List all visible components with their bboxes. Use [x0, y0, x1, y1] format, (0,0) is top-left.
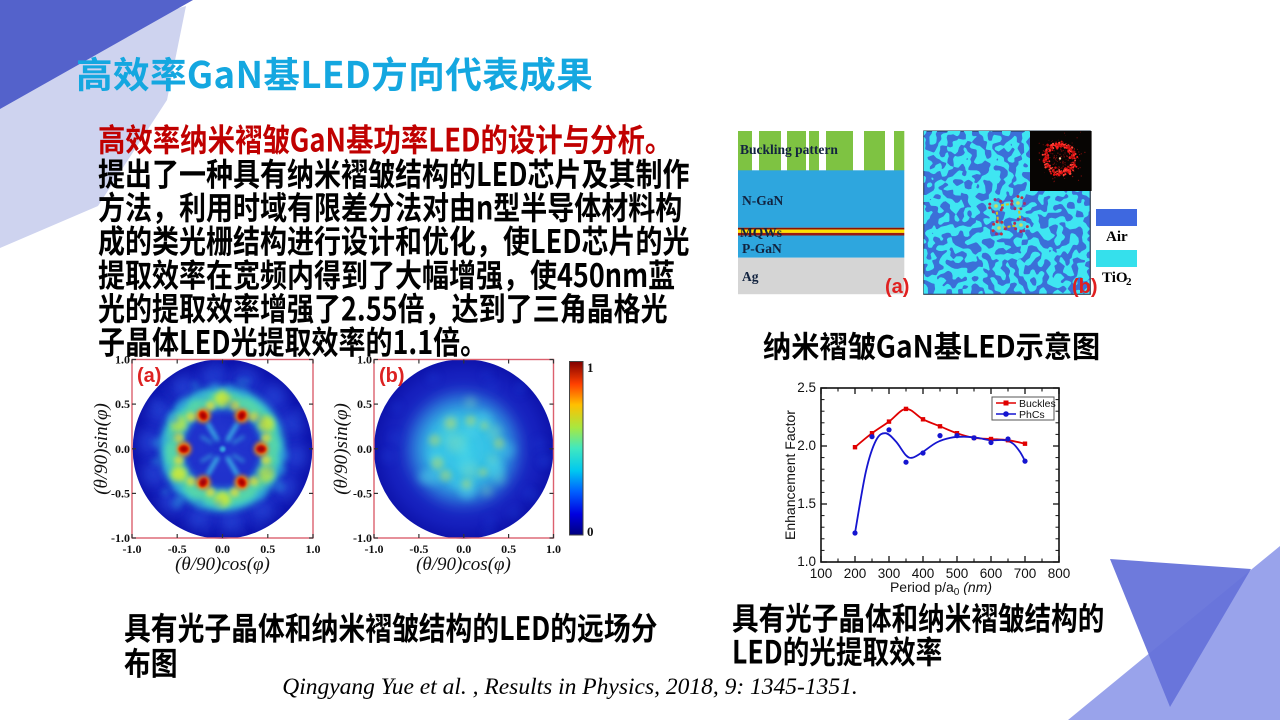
- svg-text:-1.0: -1.0: [111, 531, 130, 545]
- svg-text:(θ/90)cos(φ): (θ/90)cos(φ): [175, 554, 270, 575]
- svg-text:1.5: 1.5: [797, 496, 816, 511]
- svg-text:1.0: 1.0: [546, 542, 561, 556]
- svg-text:400: 400: [912, 566, 935, 581]
- svg-text:(θ/90)cos(φ): (θ/90)cos(φ): [416, 554, 511, 575]
- svg-text:Buckling pattern: Buckling pattern: [740, 142, 838, 157]
- svg-text:0.0: 0.0: [115, 442, 130, 456]
- svg-text:Ag: Ag: [742, 269, 759, 284]
- svg-text:0.5: 0.5: [115, 397, 130, 411]
- svg-text:(b): (b): [379, 365, 405, 387]
- svg-text:Period p/a0 (nm): Period p/a0 (nm): [890, 579, 992, 598]
- svg-text:(a): (a): [137, 365, 161, 387]
- svg-text:P-GaN: P-GaN: [742, 241, 782, 256]
- svg-text:-1.0: -1.0: [353, 531, 372, 545]
- svg-text:Enhancement Factor: Enhancement Factor: [782, 410, 798, 540]
- svg-text:-0.5: -0.5: [168, 542, 187, 556]
- svg-text:N-GaN: N-GaN: [742, 193, 783, 208]
- svg-text:-1.0: -1.0: [123, 542, 142, 556]
- svg-text:600: 600: [980, 566, 1003, 581]
- svg-text:0.5: 0.5: [501, 542, 516, 556]
- svg-text:700: 700: [1014, 566, 1037, 581]
- svg-text:1.0: 1.0: [306, 542, 321, 556]
- svg-text:0.0: 0.0: [357, 442, 372, 456]
- svg-text:1: 1: [587, 360, 594, 375]
- svg-text:(θ/90)sin(φ): (θ/90)sin(φ): [331, 403, 352, 495]
- svg-text:(b): (b): [1072, 276, 1098, 298]
- svg-text:(a): (a): [885, 276, 909, 298]
- svg-text:0: 0: [587, 524, 594, 539]
- svg-text:-0.5: -0.5: [111, 486, 130, 500]
- svg-text:100: 100: [810, 566, 833, 581]
- svg-text:-0.5: -0.5: [353, 486, 372, 500]
- svg-text:1.0: 1.0: [797, 554, 816, 569]
- svg-text:800: 800: [1048, 566, 1071, 581]
- svg-text:1.0: 1.0: [357, 353, 372, 367]
- svg-text:(θ/90)sin(φ): (θ/90)sin(φ): [91, 403, 112, 495]
- svg-text:500: 500: [946, 566, 969, 581]
- svg-text:2.5: 2.5: [797, 380, 816, 395]
- svg-text:0.0: 0.0: [215, 542, 230, 556]
- svg-text:PhCs: PhCs: [1019, 409, 1045, 421]
- svg-text:2: 2: [1126, 276, 1132, 288]
- svg-text:2.0: 2.0: [797, 438, 816, 453]
- svg-text:0.5: 0.5: [260, 542, 275, 556]
- svg-text:200: 200: [844, 566, 867, 581]
- svg-text:TiO: TiO: [1102, 270, 1128, 286]
- svg-text:Air: Air: [1106, 229, 1128, 245]
- svg-text:1.0: 1.0: [115, 353, 130, 367]
- svg-text:0.5: 0.5: [357, 397, 372, 411]
- svg-text:-1.0: -1.0: [365, 542, 384, 556]
- svg-text:300: 300: [878, 566, 901, 581]
- svg-text:Buckles: Buckles: [1019, 398, 1056, 410]
- svg-text:0.0: 0.0: [456, 542, 471, 556]
- svg-text:-0.5: -0.5: [409, 542, 428, 556]
- svg-text:MQWs: MQWs: [740, 225, 782, 240]
